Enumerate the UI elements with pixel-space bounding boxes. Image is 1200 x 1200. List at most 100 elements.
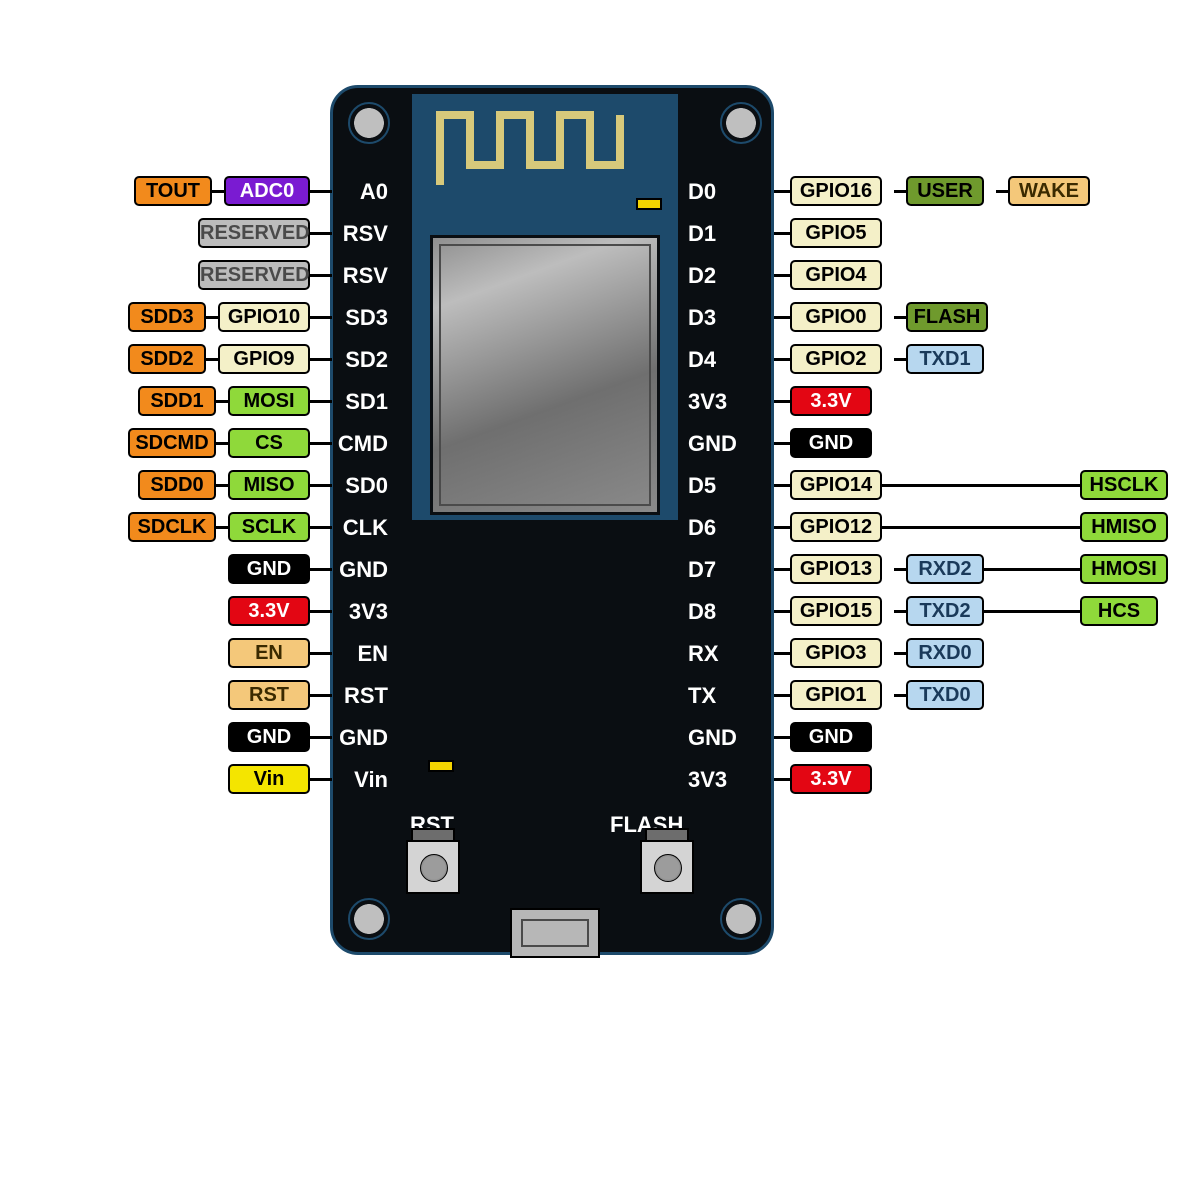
pin-label: SDD1	[138, 386, 216, 416]
pin-label: 3.3V	[790, 764, 872, 794]
silk-left-13: GND	[339, 725, 388, 751]
wire	[774, 568, 790, 571]
pin-label: GPIO14	[790, 470, 882, 500]
wire	[310, 232, 332, 235]
flash-button	[640, 840, 694, 894]
wire	[882, 484, 1080, 487]
wire	[216, 526, 228, 529]
wire	[212, 190, 224, 193]
mounting-hole	[348, 102, 390, 144]
silk-right-2: D2	[688, 263, 716, 289]
silk-right-3: D3	[688, 305, 716, 331]
pin-label: GPIO15	[790, 596, 882, 626]
pin-label: GPIO5	[790, 218, 882, 248]
wire	[774, 442, 790, 445]
wire	[774, 526, 790, 529]
pin-label: GPIO16	[790, 176, 882, 206]
pin-label: EN	[228, 638, 310, 668]
pin-label: RESERVED	[198, 218, 310, 248]
pin-label: GPIO3	[790, 638, 882, 668]
silk-left-6: CMD	[338, 431, 388, 457]
wire	[774, 652, 790, 655]
pin-label: GND	[228, 554, 310, 584]
pin-label: GPIO13	[790, 554, 882, 584]
wire	[310, 568, 332, 571]
pin-label: WAKE	[1008, 176, 1090, 206]
wire	[310, 316, 332, 319]
pin-label: USER	[906, 176, 984, 206]
silk-left-12: RST	[344, 683, 388, 709]
pin-label: GND	[228, 722, 310, 752]
pin-label: FLASH	[906, 302, 988, 332]
silk-right-5: 3V3	[688, 389, 727, 415]
wire	[894, 190, 906, 193]
wire	[216, 442, 228, 445]
pin-label: GPIO2	[790, 344, 882, 374]
mounting-hole	[720, 898, 762, 940]
wire	[206, 316, 218, 319]
silk-left-3: SD3	[345, 305, 388, 331]
silk-left-1: RSV	[343, 221, 388, 247]
wire	[996, 190, 1008, 193]
usb-port	[510, 908, 600, 958]
pin-label: 3.3V	[228, 596, 310, 626]
pin-label: HMOSI	[1080, 554, 1168, 584]
pin-label: GPIO0	[790, 302, 882, 332]
wire	[882, 526, 1080, 529]
pin-label: SDD0	[138, 470, 216, 500]
wire	[774, 274, 790, 277]
mounting-hole	[348, 898, 390, 940]
wire	[984, 568, 1080, 571]
pin-label: GND	[790, 722, 872, 752]
silk-right-6: GND	[688, 431, 737, 457]
pin-label: GPIO9	[218, 344, 310, 374]
silk-right-12: TX	[688, 683, 716, 709]
silk-left-2: RSV	[343, 263, 388, 289]
silk-right-8: D6	[688, 515, 716, 541]
pin-label: SDD2	[128, 344, 206, 374]
wire	[310, 442, 332, 445]
pin-label: RESERVED	[198, 260, 310, 290]
wire	[774, 190, 790, 193]
wire	[894, 316, 906, 319]
wire	[310, 274, 332, 277]
wire	[310, 526, 332, 529]
mounting-hole	[720, 102, 762, 144]
rst-button	[406, 840, 460, 894]
silk-right-7: D5	[688, 473, 716, 499]
pin-label: ADC0	[224, 176, 310, 206]
silk-right-0: D0	[688, 179, 716, 205]
silk-left-0: A0	[360, 179, 388, 205]
wire	[774, 484, 790, 487]
silk-left-5: SD1	[345, 389, 388, 415]
pin-label: MOSI	[228, 386, 310, 416]
pin-label: TOUT	[134, 176, 212, 206]
wire	[774, 736, 790, 739]
rf-shield	[430, 235, 660, 515]
wire	[310, 652, 332, 655]
pin-label: TXD1	[906, 344, 984, 374]
module-led	[636, 198, 662, 210]
wire	[894, 610, 906, 613]
pin-label: SDD3	[128, 302, 206, 332]
pin-label: TXD2	[906, 596, 984, 626]
wire	[310, 778, 332, 781]
pin-label: GPIO12	[790, 512, 882, 542]
wire	[774, 358, 790, 361]
silk-left-10: 3V3	[349, 599, 388, 625]
silk-left-11: EN	[357, 641, 388, 667]
silk-left-14: Vin	[354, 767, 388, 793]
pin-label: Vin	[228, 764, 310, 794]
silk-right-10: D8	[688, 599, 716, 625]
wire	[894, 652, 906, 655]
pin-label: RXD2	[906, 554, 984, 584]
wire	[310, 694, 332, 697]
wire	[894, 568, 906, 571]
pin-label: 3.3V	[790, 386, 872, 416]
pin-label: GND	[790, 428, 872, 458]
pin-label: SCLK	[228, 512, 310, 542]
pin-label: GPIO4	[790, 260, 882, 290]
silk-left-4: SD2	[345, 347, 388, 373]
pin-label: SDCLK	[128, 512, 216, 542]
pin-label: HSCLK	[1080, 470, 1168, 500]
